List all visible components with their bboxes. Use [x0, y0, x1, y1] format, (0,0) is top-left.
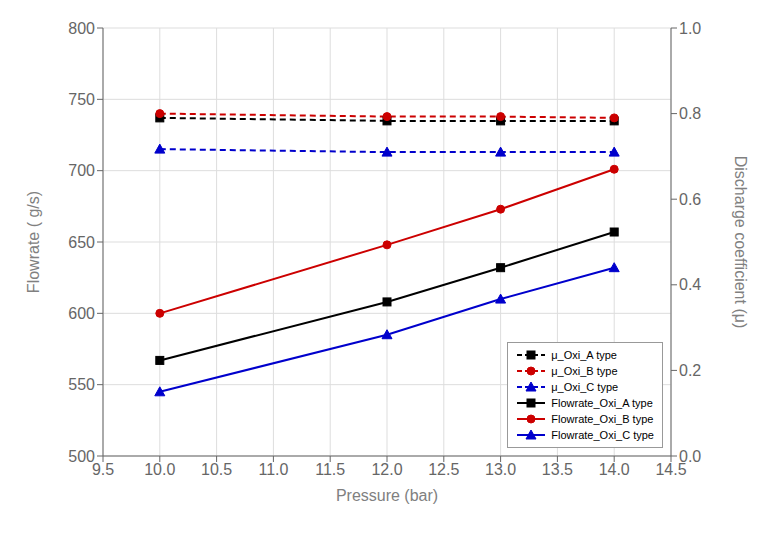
svg-text:500: 500 [68, 448, 95, 465]
svg-text:550: 550 [68, 376, 95, 393]
svg-text:14.5: 14.5 [655, 461, 687, 479]
html-text:μ_Oxi_C type: μ_Oxi_C type [551, 381, 619, 393]
html-text:μ_Oxi_B type: μ_Oxi_B type [551, 365, 618, 377]
svg-text:600: 600 [68, 305, 95, 322]
html-text:Flowrate_Oxi_C type: Flowrate_Oxi_C type [551, 429, 654, 441]
svg-text:650: 650 [68, 234, 95, 251]
svg-text:Pressure (bar): Pressure (bar) [336, 487, 438, 504]
svg-text:13.5: 13.5 [542, 461, 573, 478]
svg-text:12.0: 12.0 [371, 461, 402, 478]
svg-text:12.5: 12.5 [428, 461, 459, 478]
svg-text:0.2: 0.2 [679, 362, 701, 379]
html-text:Flowrate_Oxi_B type: Flowrate_Oxi_B type [551, 413, 654, 425]
svg-text:750: 750 [68, 91, 95, 108]
svg-text:Flowrate ( g/s): Flowrate ( g/s) [25, 191, 42, 293]
svg-text:11.0: 11.0 [258, 461, 288, 478]
svg-text:800: 800 [68, 20, 95, 37]
svg-text:1.0: 1.0 [679, 20, 701, 37]
svg-text:0.6: 0.6 [679, 191, 701, 208]
svg-text:0.4: 0.4 [679, 276, 701, 293]
svg-text:13.0: 13.0 [485, 461, 516, 478]
svg-text:14.0: 14.0 [599, 461, 630, 478]
svg-text:700: 700 [68, 162, 95, 179]
svg-text:10.0: 10.0 [144, 461, 175, 478]
svg-text:Discharge coefficient (μ): Discharge coefficient (μ) [732, 156, 749, 329]
html-text:Flowrate_Oxi_A type: Flowrate_Oxi_A type [551, 397, 653, 409]
svg-text:10.5: 10.5 [201, 461, 232, 478]
svg-text:9.5: 9.5 [92, 461, 114, 478]
svg-text:11.5: 11.5 [315, 461, 345, 478]
html-text:μ_Oxi_A type: μ_Oxi_A type [551, 349, 617, 361]
svg-text:0.8: 0.8 [679, 105, 701, 122]
svg-text:0.0: 0.0 [679, 448, 701, 465]
